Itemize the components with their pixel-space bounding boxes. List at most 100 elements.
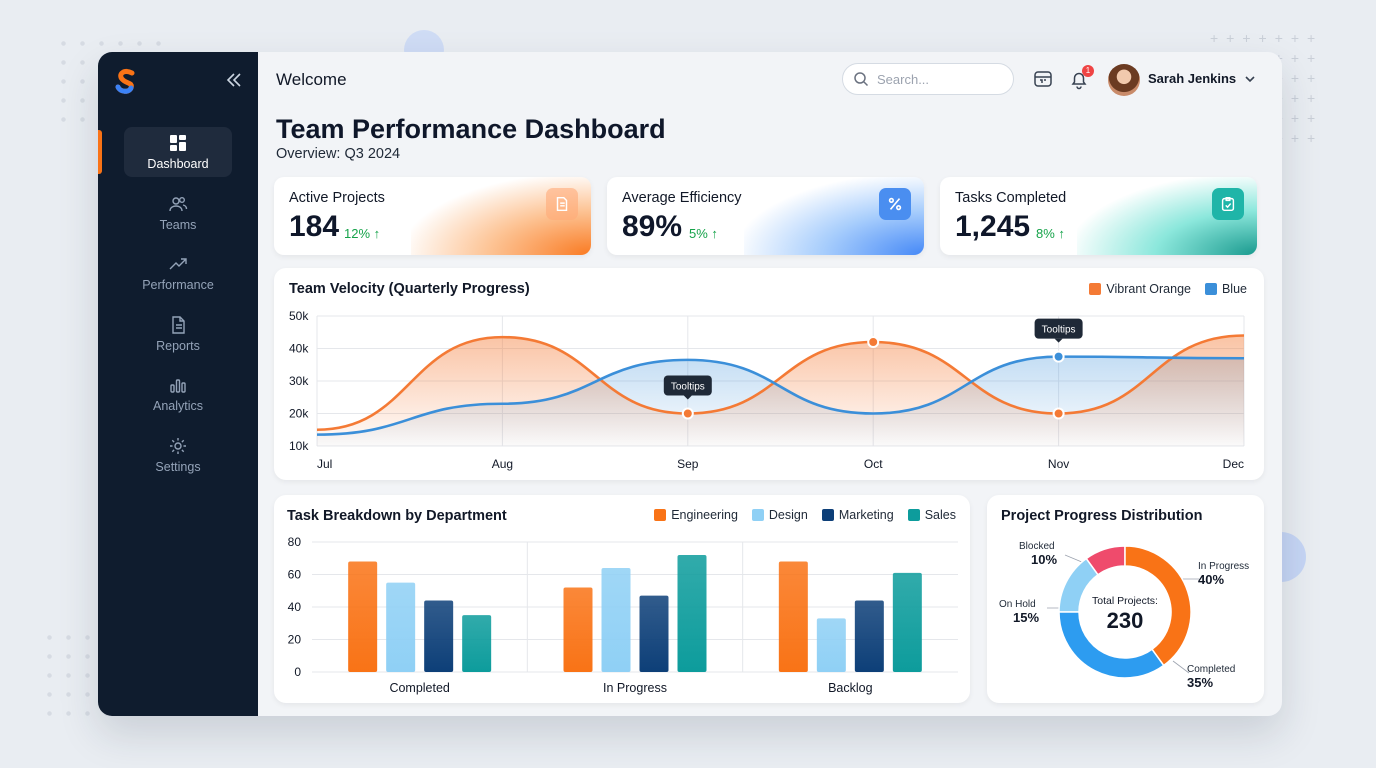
y-tick-label: 50k (289, 309, 309, 323)
kpi-label: Tasks Completed (955, 190, 1067, 206)
bar (424, 600, 454, 672)
tooltip-pointer (1054, 338, 1063, 343)
welcome-heading: Welcome (276, 70, 347, 89)
user-menu[interactable]: Sarah Jenkins (1148, 71, 1256, 86)
task-breakdown-card: Task Breakdown by Department Engineering… (274, 495, 970, 703)
sidebar-item-label: Teams (159, 217, 197, 232)
calendar-icon[interactable] (1032, 68, 1054, 90)
legend-label: Design (768, 508, 808, 522)
kpi-value: 89% (622, 210, 683, 243)
legend-label: Engineering (671, 508, 738, 522)
bar (816, 618, 846, 672)
bars-icon (170, 379, 186, 393)
avatar[interactable] (1108, 64, 1140, 96)
legend-swatch (1204, 283, 1217, 295)
sidebar-nav: Dashboard Teams Performance Reports Anal… (98, 127, 258, 490)
legend-label: Sales (924, 508, 956, 522)
sidebar: Dashboard Teams Performance Reports Anal… (98, 52, 258, 716)
y-tick-label: 60 (288, 568, 302, 582)
velocity-chart: 50k 40k 30k 20k 10k Jul Aug Sep Oct Nov Dec Tooltip… (289, 309, 1245, 471)
y-tick-label: 20 (288, 633, 302, 647)
bell-icon[interactable] (1068, 68, 1090, 90)
x-tick-label: Oct (864, 457, 883, 471)
legend-item: Sales (907, 508, 956, 522)
leader-line (1172, 660, 1190, 674)
kpi-label: Average Efficiency (622, 190, 742, 206)
kpi-delta: 8% ↑ (1036, 226, 1065, 241)
users-icon (169, 196, 188, 211)
bar (854, 600, 884, 672)
legend-swatch (654, 509, 667, 521)
kpi-card-average-efficiency: Average Efficiency 89% 5% ↑ (607, 177, 924, 255)
sidebar-item-dashboard[interactable]: Dashboard (124, 127, 232, 177)
y-tick-label: 80 (288, 535, 302, 549)
tooltip-label: Tooltips (671, 382, 705, 393)
kpi-card-tasks-completed: Tasks Completed 1,245 8% ↑ (940, 177, 1257, 255)
x-tick-label: Aug (492, 457, 513, 471)
sidebar-item-label: Reports (156, 338, 200, 353)
bar (639, 595, 669, 672)
legend-item: Marketing (821, 508, 894, 522)
slice-value: 35% (1187, 675, 1213, 690)
slice-label: On Hold (999, 599, 1036, 610)
active-indicator (98, 130, 102, 174)
collapse-sidebar-icon[interactable] (224, 70, 244, 90)
kpi-delta: 5% ↑ (689, 226, 718, 241)
x-tick-label: Backlog (828, 681, 873, 695)
data-point (867, 336, 880, 348)
task-bar-chart: 80 60 40 20 0 Completed In Progress Backlog (288, 535, 958, 695)
search-input[interactable] (877, 71, 997, 87)
sidebar-item-analytics[interactable]: Analytics (124, 369, 232, 419)
legend-item: Engineering (654, 508, 738, 522)
percent-icon (888, 197, 902, 211)
slice-value: 40% (1198, 572, 1224, 587)
project-progress-card: Project Progress Distribution Blocked 10… (987, 495, 1264, 703)
kpi-icon-box (546, 188, 578, 220)
sidebar-item-reports[interactable]: Reports (124, 309, 232, 359)
bar (892, 572, 922, 672)
y-tick-label: 40k (289, 342, 309, 356)
dashboard-window: Dashboard Teams Performance Reports Anal… (98, 52, 1282, 716)
bar (462, 615, 492, 672)
kpi-delta: 12% ↑ (344, 226, 381, 241)
legend-swatch (1089, 283, 1102, 295)
y-tick-label: 0 (294, 665, 301, 679)
kpi-value: 184 (289, 210, 340, 243)
sidebar-item-label: Performance (142, 278, 214, 292)
legend-item: Design (751, 508, 808, 522)
document-icon (172, 315, 185, 334)
x-tick-label: Jul (317, 457, 332, 471)
series-line (316, 355, 1245, 436)
chart-legend: Engineering Design Marketing Sales (654, 508, 956, 522)
dashboard-icon (170, 135, 186, 151)
chart-title: Project Progress Distribution (1001, 508, 1203, 524)
donut-slice (1058, 557, 1100, 613)
search-box[interactable] (842, 63, 1014, 95)
data-point (681, 407, 694, 420)
notification-badge: 1 (1082, 65, 1094, 77)
slice-label: In Progress (1198, 561, 1249, 572)
legend-item: Vibrant Orange (1089, 282, 1191, 296)
donut-slice (1124, 545, 1192, 667)
kpi-value: 1,245 (955, 210, 1031, 243)
donut-slice (1058, 611, 1165, 679)
bar (778, 561, 808, 672)
chart-legend: Vibrant Orange Blue (1089, 282, 1247, 296)
document-icon (556, 196, 568, 212)
sidebar-item-settings[interactable]: Settings (124, 430, 232, 480)
chart-title: Team Velocity (Quarterly Progress) (289, 281, 530, 297)
slice-label: Completed (1187, 664, 1235, 675)
legend-label: Vibrant Orange (1106, 282, 1191, 296)
sidebar-item-performance[interactable]: Performance (124, 248, 232, 298)
page-title: Team Performance Dashboard (276, 114, 666, 144)
x-tick-label: Completed (389, 681, 449, 695)
bar (348, 561, 378, 672)
sidebar-item-teams[interactable]: Teams (124, 188, 232, 238)
series-area (317, 335, 1244, 446)
sidebar-item-label: Analytics (152, 399, 204, 413)
trend-icon (169, 258, 187, 270)
clipboard-icon (1221, 196, 1235, 212)
search-icon (854, 72, 869, 87)
sidebar-item-label: Settings (155, 459, 201, 474)
bar (563, 587, 593, 672)
